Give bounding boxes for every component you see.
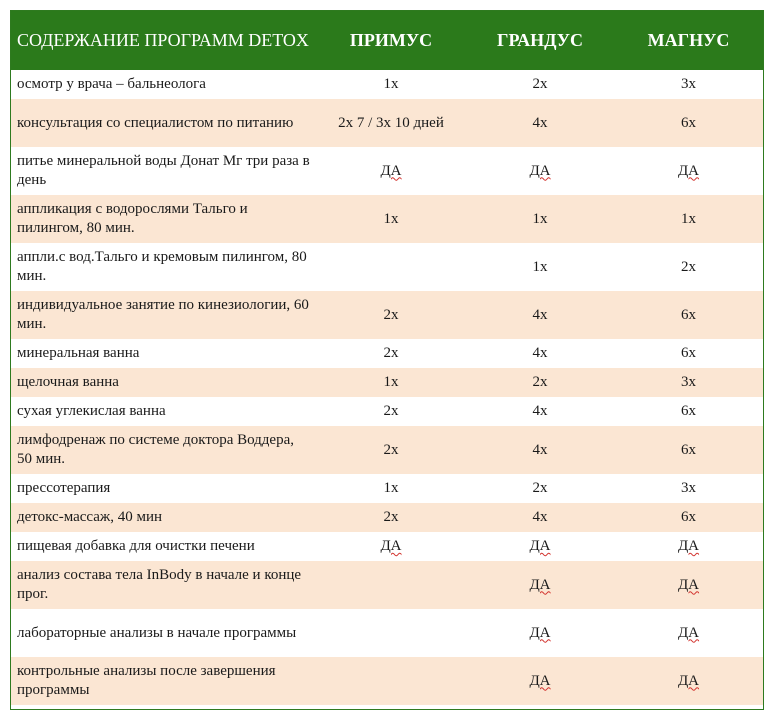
- column-header-grandus: ГРАНДУС: [497, 30, 583, 50]
- table-row: контрольные анализы после завершения про…: [11, 657, 763, 705]
- magnus-value: 6х: [681, 441, 696, 458]
- primus-value: 1х: [383, 210, 399, 227]
- service-label: анализ состава тела InBody в начале и ко…: [17, 567, 302, 602]
- table-row: лабораторные анализы в начале программы …: [11, 609, 763, 657]
- magnus-value: ДА: [614, 147, 763, 195]
- column-header-magnus: МАГНУС: [647, 30, 730, 50]
- service-label: аппли.с вод.Тальго и кремовым пилингом, …: [17, 249, 307, 284]
- primus-value: 2х: [383, 345, 399, 361]
- detox-programs-table: СОДЕРЖАНИЕ ПРОГРАММ DETOX ПРИМУС ГРАНДУС…: [11, 11, 763, 705]
- service-label: консультация со специалистом по питанию: [17, 114, 294, 131]
- grandus-value: 4х: [532, 345, 548, 361]
- primus-value: [316, 657, 466, 705]
- table-row: детокс-массаж, 40 мин 2х 4х 6х: [11, 503, 763, 532]
- grandus-value: ДА: [466, 609, 614, 657]
- magnus-value: 6х: [681, 403, 696, 419]
- primus-value: [316, 561, 466, 609]
- service-label: сухая углекислая ванна: [17, 403, 166, 419]
- table-row: пищевая добавка для очистки печени ДА ДА…: [11, 532, 763, 561]
- magnus-value: ДА: [614, 609, 763, 657]
- magnus-value: 6х: [681, 345, 696, 361]
- primus-value: [316, 609, 466, 657]
- magnus-value: ДА: [614, 532, 763, 561]
- service-label: лабораторные анализы в начале программы: [17, 624, 297, 641]
- column-header-primus: ПРИМУС: [349, 30, 433, 50]
- grandus-value: 2х: [532, 76, 548, 92]
- table-row: сухая углекислая ванна 2х 4х 6х: [11, 397, 763, 426]
- grandus-value-text: ДА: [529, 538, 551, 554]
- magnus-value: 3х: [681, 374, 696, 390]
- grandus-value: ДА: [466, 147, 614, 195]
- grandus-value-text: ДА: [529, 624, 551, 641]
- primus-value: 1х: [383, 480, 399, 496]
- magnus-value: 6х: [681, 509, 696, 525]
- service-label: минеральная ванна: [17, 345, 140, 361]
- table-row: консультация со специалистом по питанию …: [11, 99, 763, 147]
- primus-value: 2х: [383, 441, 399, 458]
- table-row: питье минеральной воды Донат Мг три раза…: [11, 147, 763, 195]
- primus-value: ДА: [316, 147, 466, 195]
- service-label: индивидуальное занятие по кинезиологии, …: [17, 297, 309, 332]
- service-label: пищевая добавка для очистки печени: [17, 538, 255, 554]
- service-label: щелочная ванна: [17, 374, 119, 390]
- primus-value: 2х 7 / 3х 10 дней: [338, 114, 444, 131]
- table-row: прессотерапия 1х 2х 3х: [11, 474, 763, 503]
- table-row: индивидуальное занятие по кинезиологии, …: [11, 291, 763, 339]
- grandus-value-text: ДА: [529, 576, 551, 593]
- grandus-value: 1х: [532, 210, 548, 227]
- grandus-value: ДА: [466, 561, 614, 609]
- primus-value-text: ДА: [380, 538, 402, 554]
- table-header-row: СОДЕРЖАНИЕ ПРОГРАММ DETOX ПРИМУС ГРАНДУС…: [11, 11, 763, 70]
- table-row: щелочная ванна 1х 2х 3х: [11, 368, 763, 397]
- primus-value: ДА: [316, 532, 466, 561]
- grandus-value: 4х: [532, 306, 548, 323]
- service-label: детокс-массаж, 40 мин: [17, 509, 163, 525]
- service-label: контрольные анализы после завершения про…: [17, 663, 276, 698]
- service-label: прессотерапия: [17, 480, 111, 496]
- grandus-value: 2х: [532, 374, 548, 390]
- grandus-value-text: ДА: [529, 162, 551, 179]
- service-label: аппликация с водорослями Тальго и пилинг…: [17, 201, 248, 236]
- grandus-value: 4х: [532, 403, 548, 419]
- grandus-value: 1х: [532, 258, 548, 275]
- detox-programs-table-frame: СОДЕРЖАНИЕ ПРОГРАММ DETOX ПРИМУС ГРАНДУС…: [10, 10, 764, 710]
- magnus-value: 3х: [681, 76, 696, 92]
- primus-value: 1х: [383, 76, 399, 92]
- service-label: осмотр у врача – бальнеолога: [17, 76, 206, 92]
- grandus-value: 4х: [532, 114, 548, 131]
- magnus-value-text: ДА: [677, 576, 700, 593]
- table-row: осмотр у врача – бальнеолога 1х 2х 3х: [11, 70, 763, 99]
- grandus-value: 2х: [532, 480, 548, 496]
- magnus-value: ДА: [614, 657, 763, 705]
- grandus-value: 4х: [532, 441, 548, 458]
- grandus-value: ДА: [466, 532, 614, 561]
- grandus-value: ДА: [466, 657, 614, 705]
- primus-value: [316, 243, 466, 291]
- magnus-value-text: ДА: [677, 672, 700, 689]
- grandus-value-text: ДА: [529, 672, 551, 689]
- primus-value: 2х: [383, 403, 399, 419]
- table-row: минеральная ванна 2х 4х 6х: [11, 339, 763, 368]
- magnus-value: 1х: [681, 210, 696, 227]
- primus-value-text: ДА: [380, 162, 402, 179]
- primus-value: 1х: [383, 374, 399, 390]
- table-row: анализ состава тела InBody в начале и ко…: [11, 561, 763, 609]
- table-row: аппли.с вод.Тальго и кремовым пилингом, …: [11, 243, 763, 291]
- magnus-value: 6х: [681, 306, 696, 323]
- primus-value: 2х: [383, 306, 399, 323]
- service-label: лимфодренаж по системе доктора Воддера, …: [17, 432, 295, 467]
- magnus-value-text: ДА: [677, 624, 700, 641]
- magnus-value: ДА: [614, 561, 763, 609]
- primus-value: 2х: [383, 509, 399, 525]
- magnus-value-text: ДА: [677, 162, 700, 179]
- grandus-value: 4х: [532, 509, 548, 525]
- service-label: питье минеральной воды Донат Мг три раза…: [17, 153, 310, 188]
- magnus-value-text: ДА: [677, 538, 700, 554]
- table-row: лимфодренаж по системе доктора Воддера, …: [11, 426, 763, 474]
- magnus-value: 2х: [681, 258, 696, 275]
- table-title-header: СОДЕРЖАНИЕ ПРОГРАММ DETOX: [17, 30, 309, 50]
- table-row: аппликация с водорослями Тальго и пилинг…: [11, 195, 763, 243]
- magnus-value: 3х: [681, 480, 696, 496]
- magnus-value: 6х: [681, 114, 696, 131]
